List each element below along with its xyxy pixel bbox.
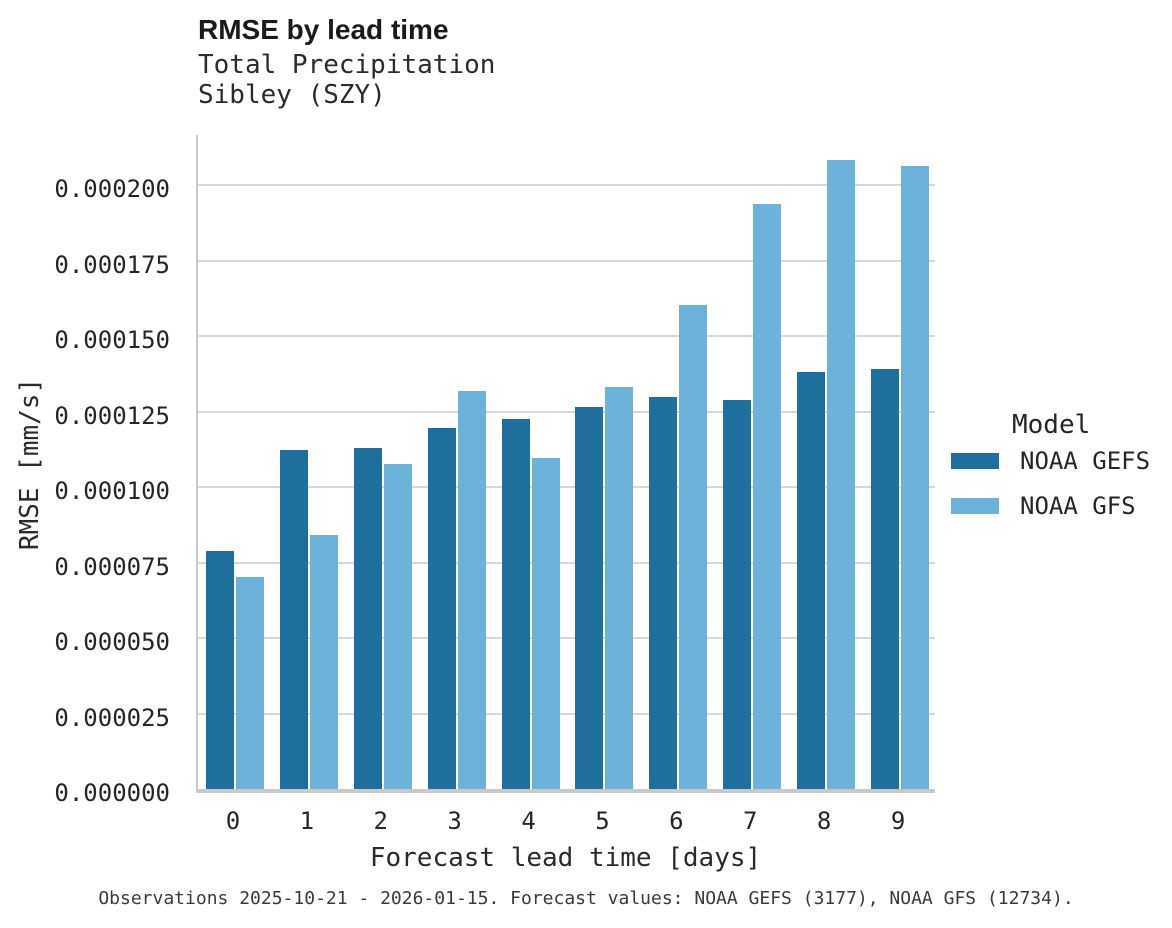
bar-noaa-gefs-day3 [427,427,456,789]
bar-noaa-gfs-day6 [679,305,708,789]
x-tick-label: 7 [743,807,758,835]
y-tick-labels: 0.000000 0.000025 0.000050 0.000075 0.000100… [30,135,170,807]
bar-noaa-gefs-day7 [723,399,752,789]
y-tick-label: 0.000175 [54,250,170,279]
legend-swatch-gfs [951,498,999,514]
bar-noaa-gefs-day9 [871,368,900,789]
legend-swatch-gefs [951,453,999,469]
x-tick-label: 8 [816,807,832,835]
x-tick-label: 4 [521,807,536,835]
bar-noaa-gefs-day1 [279,450,308,789]
bar-noaa-gfs-day1 [309,535,338,789]
bar-noaa-gfs-day9 [901,165,930,789]
gridline [198,184,935,187]
bar-noaa-gefs-day4 [501,418,530,789]
y-tick-label: 0.000150 [54,326,170,355]
y-tick-label: 0.000025 [54,703,170,732]
bar-noaa-gefs-day0 [205,550,234,789]
bar-noaa-gfs-day4 [531,457,560,789]
bar-noaa-gfs-day5 [605,386,634,789]
y-tick-label: 0.000000 [54,779,170,807]
legend-item-gefs: NOAA GEFS [951,447,1150,475]
legend-item-gfs: NOAA GFS [951,492,1150,520]
y-tick-label: 0.000075 [54,552,170,581]
gridline [198,637,935,640]
bar-noaa-gfs-day3 [457,390,486,789]
x-axis-label: Forecast lead time [days] [369,843,762,873]
x-tick-label: 9 [890,807,906,835]
bar-noaa-gefs-day8 [797,371,826,789]
x-tick-label: 2 [373,807,388,835]
y-tick-label: 0.000200 [54,175,170,204]
x-tick-label: 0 [225,807,241,835]
gridline [198,486,935,489]
x-tick-labels: 0 1 2 3 4 5 6 7 8 9 [196,806,935,838]
x-tick-label: 3 [447,807,462,835]
bar-noaa-gfs-day0 [235,577,264,789]
y-tick-label: 0.000050 [54,628,170,657]
gridline [198,561,935,564]
plot-area [196,135,935,793]
gridline [198,712,935,715]
y-tick-label: 0.000100 [54,477,170,506]
bar-noaa-gfs-day7 [753,204,782,789]
gridline [198,335,935,338]
chart-subtitle: Total Precipitation Sibley (SZY) [198,50,496,110]
chart-title: RMSE by lead time [198,14,449,45]
legend-label-gefs: NOAA GEFS [1020,447,1151,475]
bar-noaa-gefs-day6 [649,396,678,789]
x-tick-label: 1 [299,807,315,835]
y-tick-label: 0.000125 [54,401,170,430]
legend-label-gfs: NOAA GFS [1020,492,1136,520]
bar-noaa-gfs-day8 [827,159,856,789]
gridline [198,410,935,413]
gridline [198,259,935,262]
x-tick-label: 6 [669,807,684,835]
x-tick-label: 5 [595,807,610,835]
bar-noaa-gefs-day5 [575,406,604,789]
caption: Observations 2025-10-21 - 2026-01-15. Fo… [98,888,1074,909]
legend: Model NOAA GEFS NOAA GFS [951,409,1150,537]
bar-noaa-gefs-day2 [353,447,382,789]
legend-title: Model [1012,410,1091,440]
bar-noaa-gfs-day2 [383,463,412,789]
